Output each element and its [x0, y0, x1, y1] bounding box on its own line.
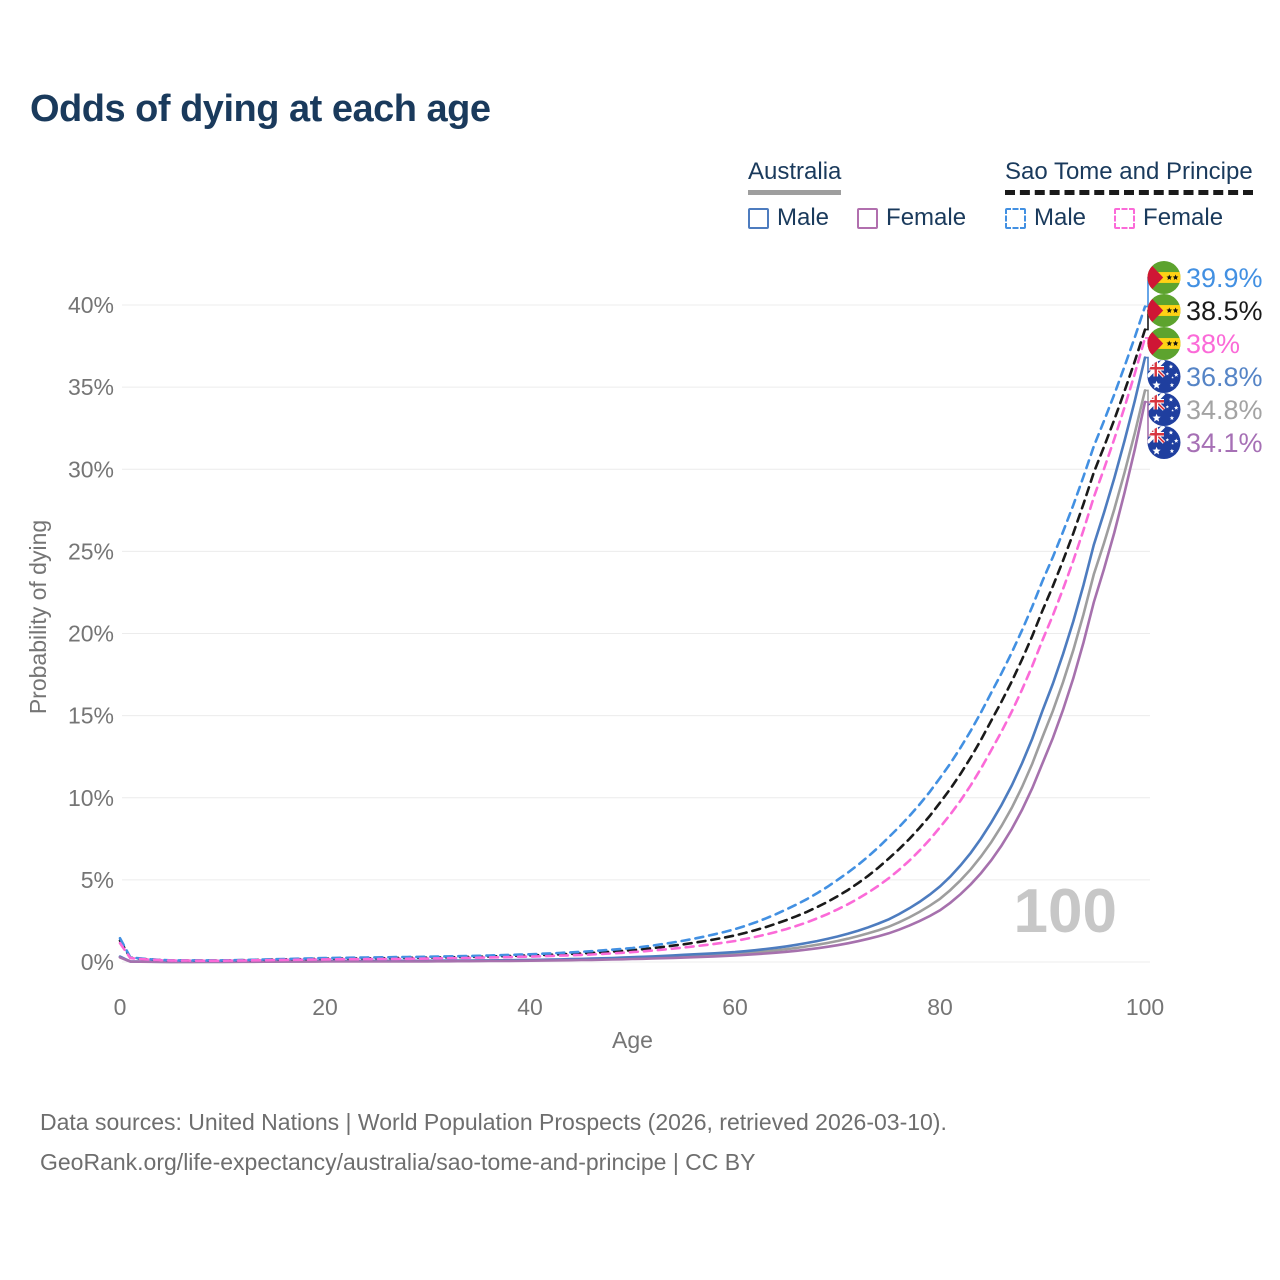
- series-line-sao-tome-and-principe-total: [118, 328, 1147, 962]
- footer-attribution: GeoRank.org/life-expectancy/australia/sa…: [40, 1149, 756, 1175]
- x-axis-tick-label: 100: [1126, 994, 1164, 1020]
- series-line-australia-female: [118, 400, 1147, 964]
- x-axis-tick-label: 60: [722, 994, 748, 1020]
- legend-group-sao-tome: Sao Tome and Principe Male Female: [1005, 158, 1253, 232]
- y-axis-tick-label: 25%: [68, 538, 114, 564]
- y-axis-tick-label: 10%: [68, 785, 114, 811]
- legend-group-australia: Australia Male Female: [748, 158, 966, 232]
- page-title: Odds of dying at each age: [30, 88, 491, 130]
- legend-item-sao-tome-male[interactable]: Male: [1005, 204, 1086, 232]
- australia-flag-icon: [1147, 360, 1181, 394]
- legend-item-sao-tome-female[interactable]: Female: [1114, 204, 1223, 232]
- australia-flag-icon: [1147, 393, 1181, 427]
- legend-swatch-sao-tome-male: [1005, 207, 1026, 229]
- x-axis-tick-label: 40: [517, 994, 543, 1020]
- y-axis-tick-label: 20%: [68, 621, 114, 647]
- sao-tome-flag-icon: [1147, 294, 1181, 328]
- end-value-label-australia-total: 34.8%: [1186, 395, 1263, 425]
- end-value-label-australia-male: 36.8%: [1186, 362, 1263, 392]
- y-axis-tick-label: 30%: [68, 456, 114, 482]
- age-watermark: 100: [1014, 877, 1117, 946]
- y-axis-tick-label: 5%: [81, 867, 114, 893]
- legend-item-australia-male[interactable]: Male: [748, 204, 829, 232]
- end-value-label-sao-tome-and-principe-male: 39.9%: [1186, 263, 1263, 293]
- legend-items-australia: Male Female: [748, 204, 966, 232]
- legend-country-sao-tome: Sao Tome and Principe: [1005, 158, 1253, 195]
- x-axis-tick-label: 80: [927, 994, 953, 1020]
- y-axis-title: Probability of dying: [25, 520, 51, 714]
- sao-tome-flag-icon: [1147, 261, 1181, 295]
- footer: Data sources: United Nations | World Pop…: [40, 1102, 947, 1182]
- series-line-australia-total: [118, 389, 1147, 964]
- legend-swatch-australia-female: [857, 207, 879, 229]
- legend-label-australia-male: Male: [777, 204, 830, 231]
- x-axis-tick-label: 20: [312, 994, 338, 1020]
- x-axis-tick-label: 0: [114, 994, 127, 1020]
- legend-label-australia-female: Female: [886, 204, 967, 231]
- end-value-label-australia-female: 34.1%: [1186, 428, 1263, 458]
- legend-swatch-sao-tome-female: [1114, 207, 1136, 229]
- y-axis-tick-label: 35%: [68, 374, 114, 400]
- series-line-sao-tome-and-principe-male: [118, 305, 1147, 962]
- series-line-sao-tome-and-principe-female: [118, 336, 1147, 962]
- x-axis-title: Age: [612, 1027, 653, 1053]
- series-line-australia-male: [118, 356, 1147, 964]
- end-value-label-sao-tome-and-principe-female: 38%: [1186, 329, 1240, 359]
- legend-items-sao-tome: Male Female: [1005, 204, 1253, 232]
- legend-label-sao-tome-male: Male: [1034, 204, 1087, 231]
- sao-tome-flag-icon: [1147, 327, 1181, 361]
- legend-country-australia: Australia: [748, 158, 842, 195]
- chart-canvas: 0% 5% 10% 15% 20% 25% 30% 35% 40% 0 20 40 60 80 100 Age…: [25, 261, 1263, 1053]
- y-axis-tick-label: 40%: [68, 292, 114, 318]
- legend-item-australia-female[interactable]: Female: [857, 204, 966, 232]
- y-axis-tick-label: 0%: [81, 949, 114, 975]
- australia-flag-icon: [1147, 426, 1181, 460]
- end-value-label-sao-tome-and-principe-total: 38.5%: [1186, 296, 1263, 326]
- footer-data-sources: Data sources: United Nations | World Pop…: [40, 1109, 947, 1135]
- y-axis-tick-label: 15%: [68, 703, 114, 729]
- legend-swatch-australia-male: [748, 207, 769, 229]
- legend-label-sao-tome-female: Female: [1143, 204, 1224, 231]
